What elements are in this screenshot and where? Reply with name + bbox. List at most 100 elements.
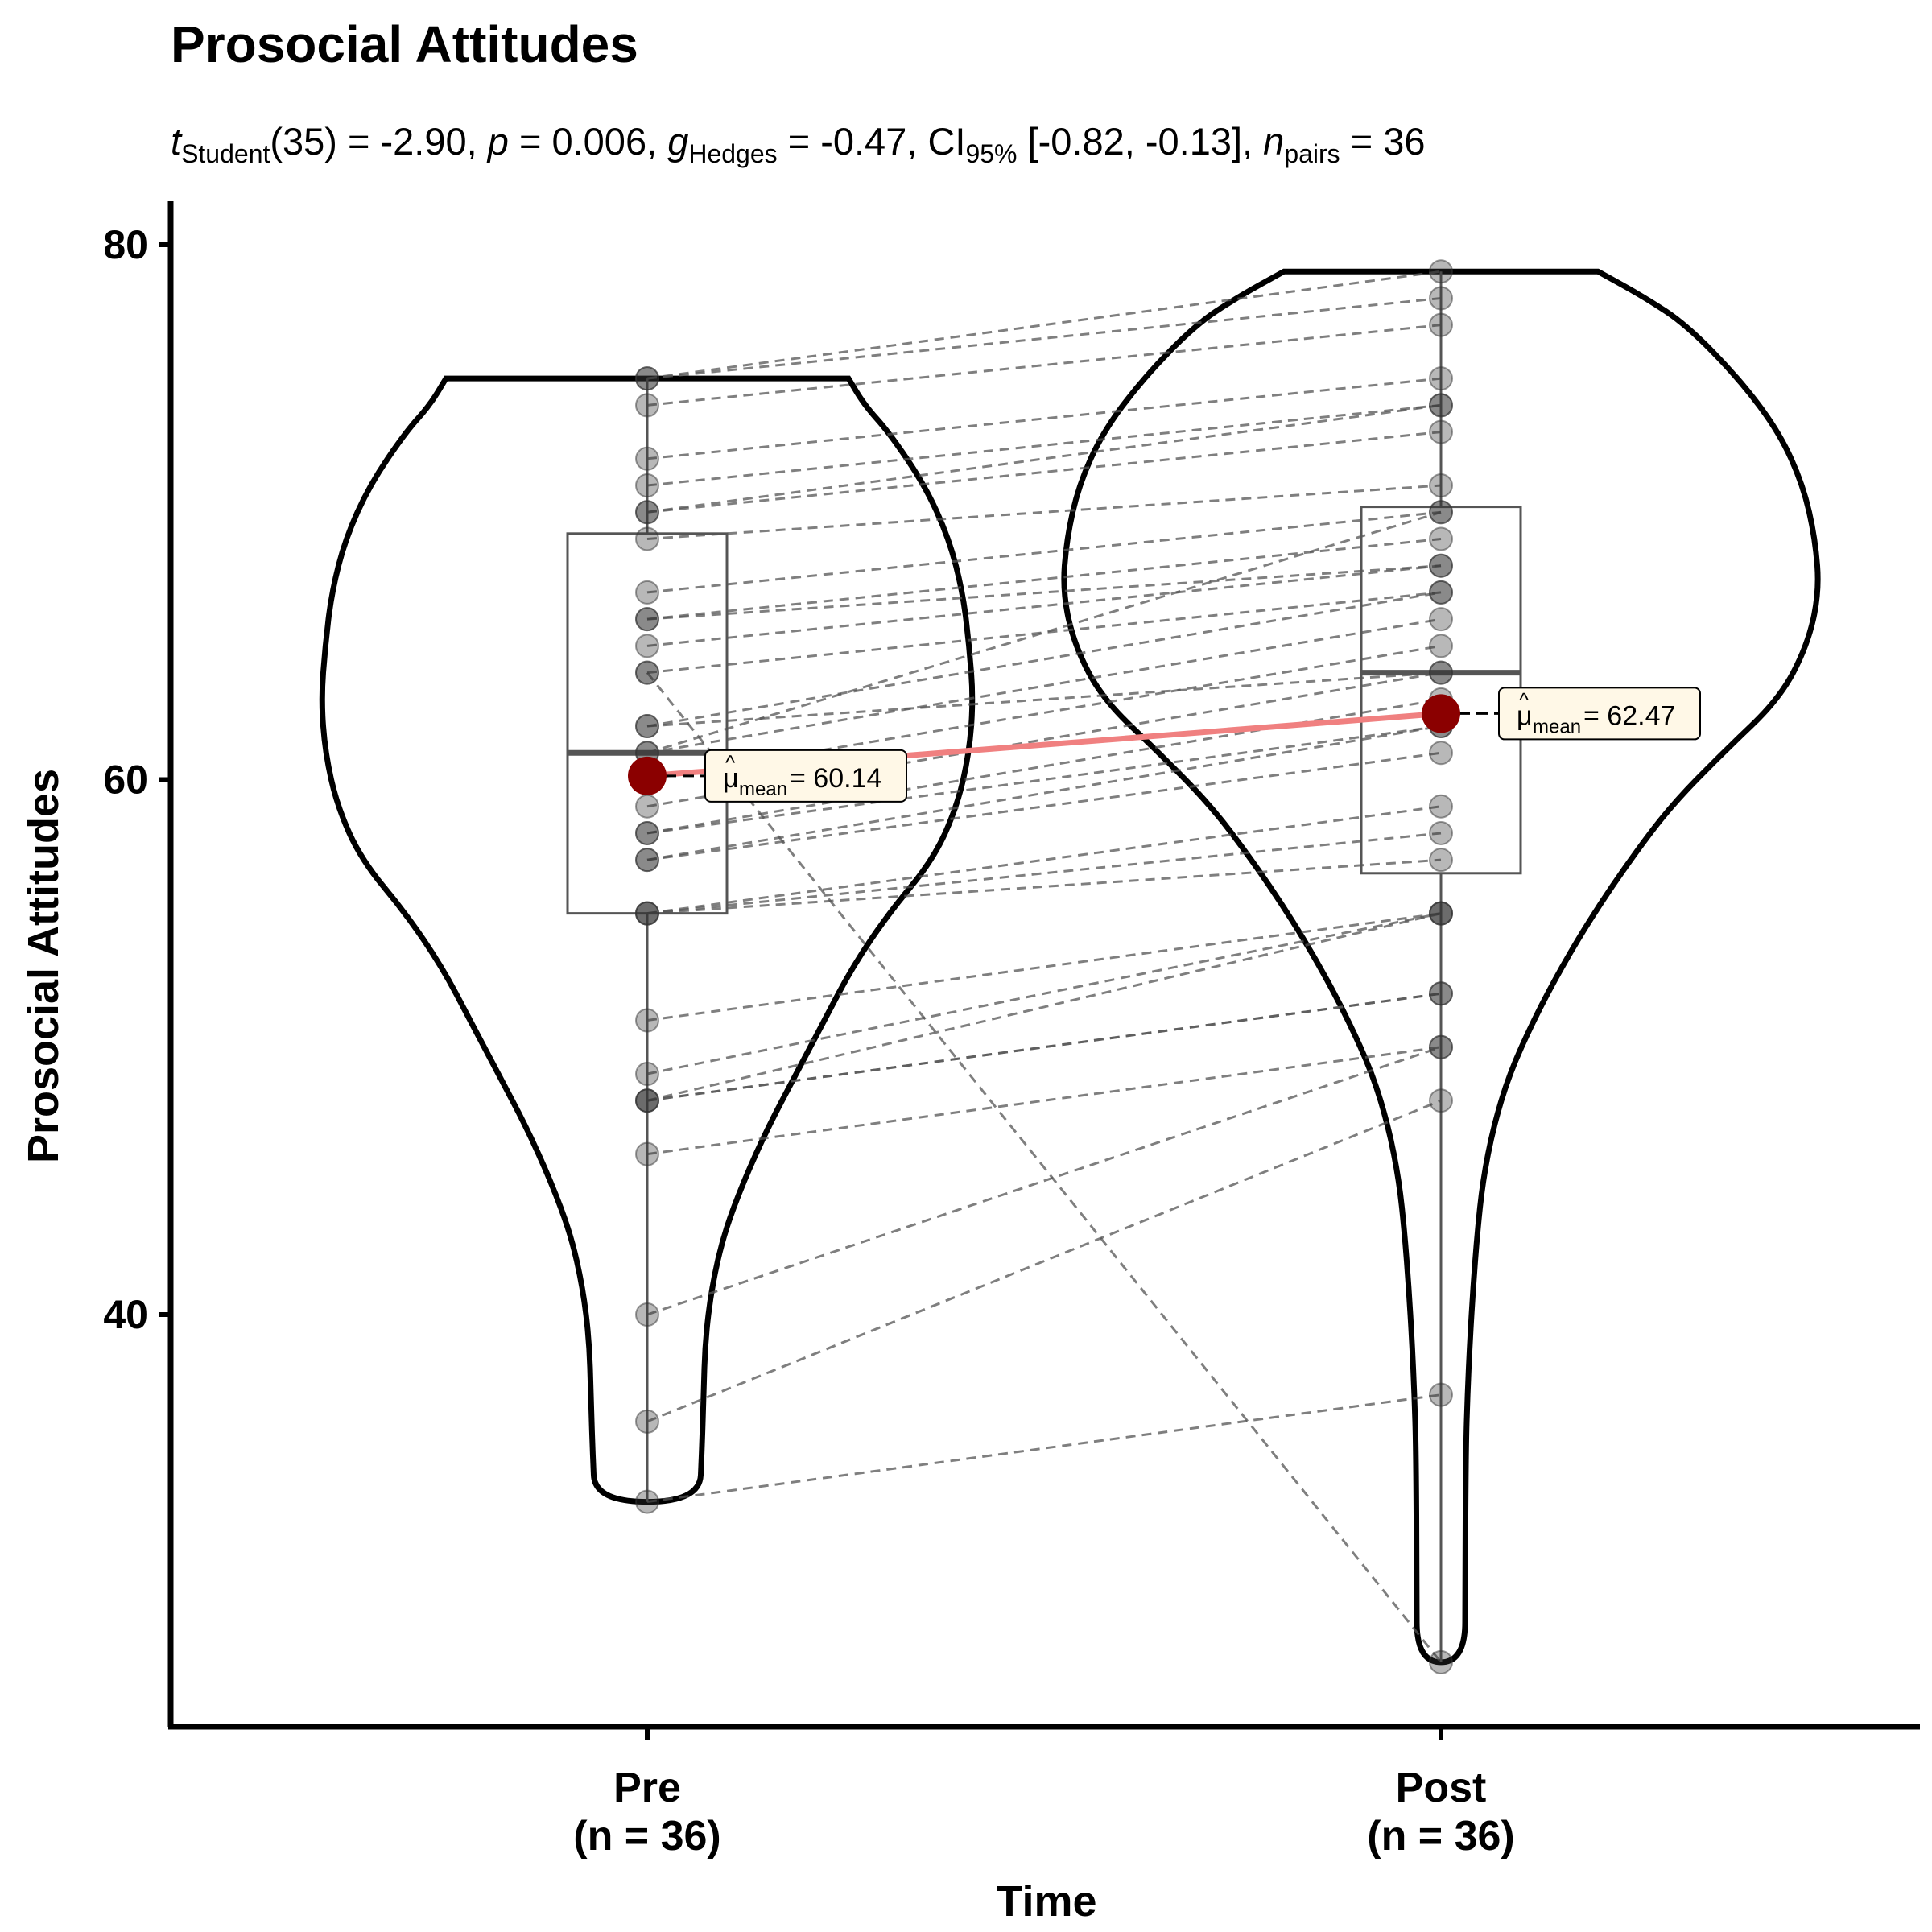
paired-line bbox=[646, 912, 1442, 1075]
data-points bbox=[635, 259, 1453, 1674]
y-tick-label: 60 bbox=[103, 758, 148, 803]
point-post bbox=[1429, 526, 1453, 551]
mean-label-mu: μ bbox=[723, 763, 739, 794]
ci-subscript: 95% bbox=[965, 139, 1018, 168]
mean-label-value: = 62.47 bbox=[1583, 700, 1675, 731]
paired-line bbox=[646, 751, 1442, 861]
point-pre bbox=[635, 1088, 659, 1113]
point-pre bbox=[635, 1409, 659, 1434]
point-pre bbox=[635, 1302, 659, 1327]
paired-line bbox=[646, 537, 1442, 621]
paired-line bbox=[646, 377, 1442, 460]
point-pre bbox=[635, 714, 659, 739]
x-tick-label: Pre bbox=[613, 1765, 681, 1811]
point-post bbox=[1429, 1382, 1453, 1407]
y-tick-label: 40 bbox=[103, 1292, 148, 1337]
point-post bbox=[1429, 634, 1453, 658]
point-pre bbox=[635, 366, 659, 391]
paired-line bbox=[646, 564, 1442, 621]
paired-line bbox=[646, 724, 1442, 861]
point-pre bbox=[635, 473, 659, 498]
g-symbol: g bbox=[667, 120, 689, 163]
point-post bbox=[1429, 500, 1453, 525]
point-post bbox=[1429, 607, 1453, 632]
t-subscript: Student bbox=[181, 139, 270, 168]
y-axis-title: Prosocial Attitudes bbox=[19, 769, 68, 1163]
point-pre bbox=[635, 1061, 659, 1086]
paired-line bbox=[646, 805, 1442, 915]
point-post bbox=[1429, 393, 1453, 418]
paired-line bbox=[646, 698, 1442, 835]
paired-line bbox=[646, 484, 1442, 540]
point-pre bbox=[635, 446, 659, 471]
point-pre bbox=[635, 1008, 659, 1033]
point-pre bbox=[635, 794, 659, 819]
paired-line bbox=[646, 431, 1442, 514]
paired-line bbox=[646, 617, 1442, 754]
point-post bbox=[1429, 901, 1453, 926]
violin-pre bbox=[319, 375, 976, 1505]
mean-label-box bbox=[704, 749, 907, 803]
paired-line bbox=[646, 912, 1442, 1102]
n-symbol: n bbox=[1263, 120, 1285, 163]
p-value: = 0.006, bbox=[508, 120, 668, 163]
paired-line bbox=[646, 1099, 1442, 1423]
chart-title: Prosocial Attitudes bbox=[171, 15, 638, 73]
mean-label-pre: ^μ mean = 60.14 bbox=[647, 749, 907, 803]
n-subscript: pairs bbox=[1284, 139, 1340, 168]
point-post bbox=[1429, 580, 1453, 605]
point-pre bbox=[635, 393, 659, 418]
x-tick-sublabel: (n = 36) bbox=[573, 1813, 721, 1860]
x-tick-label: Post bbox=[1396, 1765, 1487, 1811]
point-post bbox=[1429, 794, 1453, 819]
point-post bbox=[1429, 419, 1453, 444]
point-post bbox=[1429, 366, 1453, 391]
mean-label-box bbox=[1498, 687, 1701, 741]
point-pre bbox=[635, 607, 659, 632]
paired-line bbox=[646, 724, 1442, 835]
box-pre bbox=[566, 378, 729, 1502]
paired-line bbox=[646, 671, 1443, 1663]
box-iqr bbox=[566, 532, 729, 915]
paired-line bbox=[646, 403, 1442, 514]
paired-line bbox=[646, 270, 1442, 380]
point-post bbox=[1429, 820, 1453, 845]
x-axis-title: Time bbox=[996, 1877, 1096, 1926]
mean-hat-glyph: ^ bbox=[725, 750, 736, 774]
point-post bbox=[1429, 1088, 1453, 1113]
point-post bbox=[1429, 1034, 1453, 1059]
paired-line bbox=[646, 510, 1442, 754]
paired-line bbox=[646, 1046, 1442, 1156]
violin-post bbox=[1061, 268, 1821, 1666]
paired-line bbox=[646, 671, 1442, 728]
point-post bbox=[1429, 1649, 1453, 1674]
mean-label-post: ^μ mean = 62.47 bbox=[1441, 687, 1701, 741]
paired-line bbox=[646, 832, 1442, 915]
ci-value: [-0.82, -0.13], bbox=[1017, 120, 1264, 163]
paired-line bbox=[646, 1393, 1442, 1504]
point-pre bbox=[635, 820, 659, 845]
p-symbol: p bbox=[487, 120, 509, 163]
y-tick-label: 80 bbox=[103, 222, 148, 267]
point-post bbox=[1429, 848, 1453, 873]
paired-line bbox=[646, 912, 1442, 1022]
paired-line bbox=[646, 992, 1442, 1102]
point-pre bbox=[635, 634, 659, 658]
paired-line bbox=[646, 403, 1442, 487]
mean-label-value: = 60.14 bbox=[790, 763, 881, 794]
mean-label-subscript: mean bbox=[1533, 716, 1581, 737]
point-post bbox=[1429, 660, 1453, 685]
point-pre bbox=[635, 901, 659, 926]
point-post bbox=[1429, 312, 1453, 337]
point-pre bbox=[635, 660, 659, 685]
paired-line bbox=[646, 324, 1442, 407]
point-post bbox=[1429, 981, 1453, 1006]
mean-label-subscript: mean bbox=[739, 778, 787, 800]
t-statistic: (35) = -2.90, bbox=[270, 120, 488, 163]
point-post bbox=[1429, 741, 1453, 766]
point-pre bbox=[635, 580, 659, 605]
g-subscript: Hedges bbox=[688, 139, 778, 168]
paired-line bbox=[646, 591, 1442, 728]
point-post bbox=[1429, 259, 1453, 284]
mean-label-mu: μ bbox=[1517, 700, 1533, 731]
